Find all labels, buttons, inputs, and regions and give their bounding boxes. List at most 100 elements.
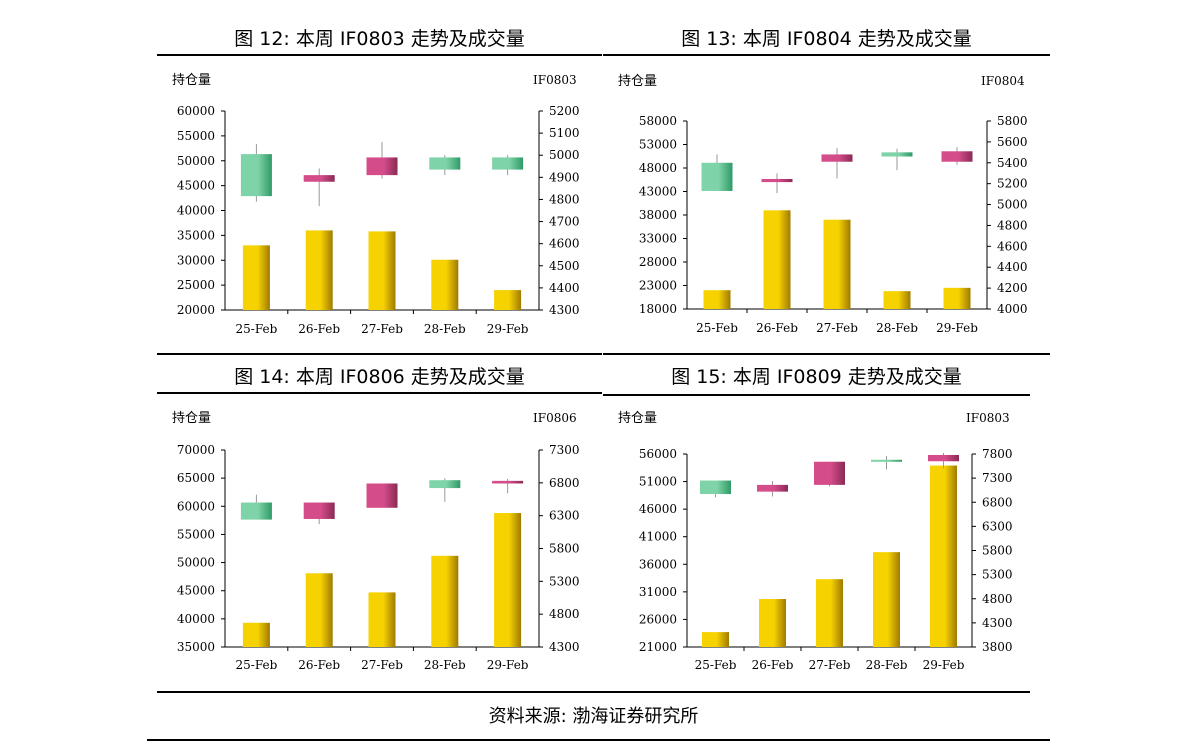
- right-tick-label: 4400: [997, 260, 1028, 274]
- left-tick-label: 53000: [639, 138, 677, 152]
- candle-down: [366, 157, 398, 176]
- chart-if0809: 持仓量 IF0803 21000 26000 31000 36000 41000 46000 5…: [618, 411, 1013, 672]
- volume-bar: [368, 231, 396, 310]
- figure-13-title: 图 13: 本周 IF0804 走势及成交量: [681, 28, 972, 50]
- volume-bar: [431, 555, 459, 647]
- left-tick-label: 50000: [177, 154, 215, 168]
- left-tick-label: 55000: [177, 129, 215, 143]
- left-tick-label: 38000: [639, 208, 677, 222]
- left-tick-label: 35000: [177, 640, 215, 654]
- candle-down: [303, 502, 335, 519]
- right-tick-label: 6300: [549, 509, 580, 523]
- right-tick-label: 5300: [982, 568, 1013, 582]
- right-tick-label: 5000: [997, 198, 1028, 212]
- right-tick-label: 7300: [549, 443, 580, 457]
- right-tick-label: 4600: [997, 239, 1028, 253]
- left-tick-label: 20000: [177, 303, 215, 317]
- left-tick-label: 70000: [177, 443, 215, 457]
- candle-up: [492, 157, 524, 170]
- chart-if0806-panel: 持仓量 IF0806 35000 40000 45000 50000 55000 60000 6…: [157, 395, 602, 687]
- candle-down: [366, 483, 398, 508]
- chart-if0809-panel: 持仓量 IF0803 21000 26000 31000 36000 41000 46000 5…: [603, 397, 1030, 687]
- left-tick-label: 43000: [639, 185, 677, 199]
- candle-up: [700, 480, 731, 495]
- right-tick-label: 4300: [549, 640, 580, 654]
- right-tick-label: 4300: [982, 616, 1013, 630]
- chart-if0803: 持仓量 IF0803 20000 25000 30000 35000 40000 45000 5…: [172, 73, 580, 336]
- left-axis-label: 持仓量: [618, 74, 657, 89]
- x-tick-label: 25-Feb: [695, 658, 737, 672]
- candle-down: [757, 484, 788, 492]
- volume-bar: [759, 599, 786, 647]
- candle-up: [240, 502, 272, 520]
- left-tick-label: 48000: [639, 161, 677, 175]
- x-tick-label: 28-Feb: [866, 658, 908, 672]
- volume-bar: [930, 465, 957, 647]
- volume-bar: [883, 291, 911, 309]
- left-axis-label: 持仓量: [172, 73, 211, 88]
- right-axis-label: IF0806: [533, 411, 577, 425]
- right-tick-label: 5600: [997, 135, 1028, 149]
- left-tick-label: 35000: [177, 228, 215, 242]
- right-tick-label: 4600: [549, 237, 580, 251]
- volume-bar: [368, 592, 396, 647]
- left-tick-label: 21000: [639, 640, 677, 654]
- left-tick-label: 36000: [639, 557, 677, 571]
- volume-bar: [431, 259, 459, 310]
- candle-down: [492, 480, 524, 484]
- candle-up: [240, 154, 272, 197]
- left-axis-label: 持仓量: [618, 411, 657, 426]
- right-tick-label: 7800: [982, 447, 1013, 461]
- right-tick-label: 4800: [997, 218, 1028, 232]
- volume-bar: [703, 290, 731, 309]
- x-tick-label: 25-Feb: [236, 658, 278, 672]
- chart-if0803-panel: 持仓量 IF0803 20000 25000 30000 35000 40000 45000 5…: [157, 57, 602, 347]
- left-axis-label: 持仓量: [172, 411, 211, 426]
- chart-if0804-panel: 持仓量 IF0804 18000 23000 28000 33000 38000 43000 4…: [603, 57, 1050, 347]
- right-tick-label: 4300: [549, 303, 580, 317]
- right-tick-label: 6800: [982, 495, 1013, 509]
- chart-if0804: 持仓量 IF0804 18000 23000 28000 33000 38000 43000 4…: [618, 74, 1028, 335]
- candle-up: [701, 162, 733, 191]
- x-tick-label: 29-Feb: [923, 658, 965, 672]
- candle-up: [881, 152, 913, 157]
- right-tick-label: 3800: [982, 640, 1013, 654]
- right-tick-label: 5100: [549, 126, 580, 140]
- right-tick-label: 4500: [549, 259, 580, 273]
- volume-bar: [242, 245, 270, 310]
- left-tick-label: 18000: [639, 302, 677, 316]
- right-axis-label: IF0804: [981, 74, 1025, 88]
- right-tick-label: 4000: [997, 302, 1028, 316]
- left-tick-label: 60000: [177, 104, 215, 118]
- right-tick-label: 4800: [549, 192, 580, 206]
- volume-bar: [823, 219, 851, 309]
- lower-rule-right: [603, 394, 1030, 396]
- volume-bar: [305, 573, 333, 647]
- right-tick-label: 4800: [982, 592, 1013, 606]
- x-tick-label: 27-Feb: [809, 658, 851, 672]
- right-tick-label: 6300: [982, 519, 1013, 533]
- candle-up: [871, 459, 902, 462]
- left-tick-label: 65000: [177, 471, 215, 485]
- left-tick-label: 60000: [177, 499, 215, 513]
- left-tick-label: 50000: [177, 556, 215, 570]
- left-tick-label: 51000: [639, 475, 677, 489]
- top-rule-right: [603, 54, 1050, 56]
- left-tick-label: 28000: [639, 255, 677, 269]
- right-axis-label: IF0803: [966, 411, 1010, 425]
- candle-down: [303, 175, 335, 182]
- x-tick-label: 26-Feb: [298, 322, 340, 336]
- candle-down: [928, 454, 959, 462]
- right-tick-label: 4400: [549, 281, 580, 295]
- candle-down: [814, 461, 845, 485]
- volume-bar: [702, 632, 729, 647]
- right-tick-label: 6800: [549, 476, 580, 490]
- left-tick-label: 56000: [639, 447, 677, 461]
- x-tick-label: 29-Feb: [487, 322, 529, 336]
- x-tick-label: 26-Feb: [298, 658, 340, 672]
- right-tick-label: 4800: [549, 607, 580, 621]
- x-tick-label: 26-Feb: [752, 658, 794, 672]
- right-tick-label: 5800: [549, 542, 580, 556]
- right-tick-label: 5200: [549, 104, 580, 118]
- candle-down: [761, 178, 793, 183]
